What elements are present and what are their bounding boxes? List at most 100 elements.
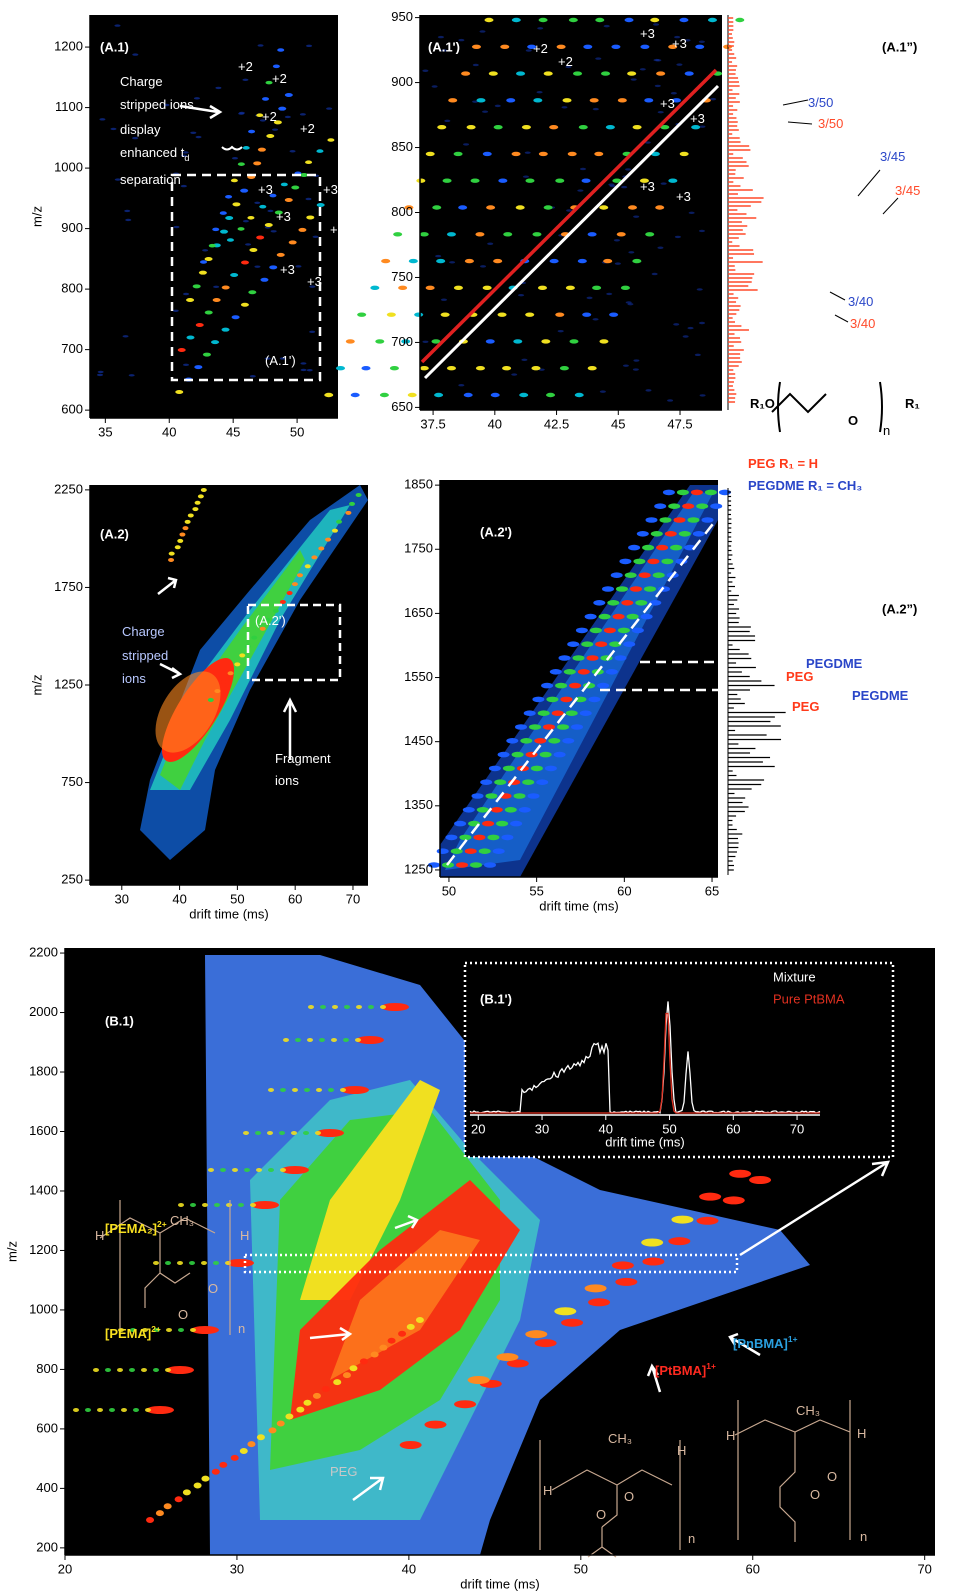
annotation: CH₃ (170, 1213, 194, 1228)
intensity-spot (450, 848, 463, 854)
intensity-spot (267, 209, 274, 213)
intensity-spot (482, 285, 492, 291)
intensity-spot (587, 366, 597, 371)
intensity-spot (620, 285, 630, 291)
intensity-spot (436, 258, 446, 264)
intensity-spot (349, 1365, 358, 1372)
y-axis-label: m/z (29, 206, 44, 227)
intensity-spot (244, 1168, 250, 1172)
intensity-spot (484, 862, 496, 868)
intensity-spot (200, 260, 208, 264)
annotation-text: CH₃ (170, 1213, 194, 1228)
intensity-spot (219, 211, 227, 215)
annotation: separation (120, 172, 181, 187)
intensity-spot (186, 298, 195, 302)
intensity-spot (321, 1385, 330, 1392)
intensity-spot (361, 366, 371, 371)
intensity-spot (479, 30, 486, 33)
x-axis-label: drift time (ms) (460, 1576, 539, 1591)
intensity-spot (562, 738, 575, 744)
intensity-spot (735, 17, 745, 23)
intensity-spot (609, 641, 622, 647)
intensity-spot (633, 359, 640, 362)
intensity-spot (327, 138, 335, 142)
annotation: +3 (690, 111, 705, 126)
annotation: O (208, 1281, 218, 1296)
annotation-text: R₁O (750, 396, 775, 411)
annotation-text: +3 (676, 189, 691, 204)
intensity-spot (230, 178, 238, 183)
intensity-spot (259, 204, 267, 209)
intensity-spot (404, 205, 414, 210)
panel-label: (A.2') (480, 524, 512, 539)
y-tick-label: 1000 (29, 1301, 58, 1316)
intensity-spot (555, 178, 565, 183)
intensity-spot (232, 1168, 238, 1172)
intensity-spot (543, 205, 553, 210)
intensity-spot (647, 558, 660, 565)
annotation: +2 (558, 54, 573, 69)
x-tick-label: 50 (290, 424, 304, 439)
intensity-spot (524, 151, 531, 154)
intensity-spot (279, 357, 286, 360)
intensity-spot (186, 335, 195, 340)
intensity-spot (668, 503, 681, 510)
intensity-spot (299, 173, 308, 177)
y-axis-label: m/z (29, 675, 44, 696)
annotation-text: CH₃ (796, 1403, 820, 1418)
annotation-text: separation (120, 172, 181, 187)
intensity-spot (264, 617, 271, 622)
intensity-spot (520, 738, 533, 744)
intensity-spot (73, 1408, 79, 1412)
intensity-spot (501, 834, 514, 841)
intensity-spot (577, 189, 584, 192)
y-tick-label: 1250 (404, 861, 433, 876)
intensity-spot (308, 1005, 314, 1009)
intensity-spot (571, 724, 583, 730)
intensity-spot (328, 1088, 334, 1092)
annotation-text: PEGDME (806, 656, 863, 671)
intensity-spot (309, 330, 316, 334)
intensity-spot (534, 738, 547, 744)
intensity-spot (616, 586, 628, 592)
intensity-spot (687, 517, 700, 523)
intensity-spot (671, 1215, 694, 1224)
intensity-spot (650, 151, 660, 157)
intensity-spot (645, 517, 658, 523)
annotation: +2 (238, 59, 253, 74)
annotation-text: +3 (672, 36, 687, 51)
annotation: H (857, 1426, 866, 1441)
intensity-spot (641, 1238, 664, 1247)
intensity-spot (498, 178, 508, 183)
intensity-spot (183, 292, 190, 296)
intensity-spot (110, 127, 117, 131)
annotation-text: O (848, 413, 858, 428)
intensity-spot (425, 151, 435, 157)
intensity-spot (662, 489, 675, 496)
intensity-spot (268, 1168, 274, 1172)
y-tick-label: 750 (391, 269, 413, 284)
highlight-box (243, 1253, 739, 1274)
x-tick-label: 47.5 (667, 416, 692, 431)
annotation-text: PEG R₁ = H (748, 456, 818, 471)
intensity-spot (277, 48, 285, 52)
intensity-spot (204, 257, 213, 261)
annotation-text: +3 (690, 111, 705, 126)
x-tick-label: 40 (162, 424, 176, 439)
intensity-spot (527, 44, 537, 49)
intensity-spot (440, 312, 450, 317)
intensity-spot (202, 1203, 208, 1207)
intensity-spot (214, 689, 221, 694)
x-tick-label: 50 (442, 883, 456, 898)
intensity-spot (325, 537, 332, 542)
y-tick-label: 800 (391, 204, 413, 219)
intensity-spot (128, 374, 135, 377)
annotation: stripped (122, 648, 168, 663)
annotation-text: n (860, 1529, 867, 1544)
intensity-spot (326, 107, 333, 110)
intensity-spot (449, 261, 456, 264)
intensity-spot (676, 63, 683, 66)
annotation: +3 (307, 274, 322, 289)
intensity-spot (630, 78, 637, 81)
intensity-spot (175, 390, 184, 394)
